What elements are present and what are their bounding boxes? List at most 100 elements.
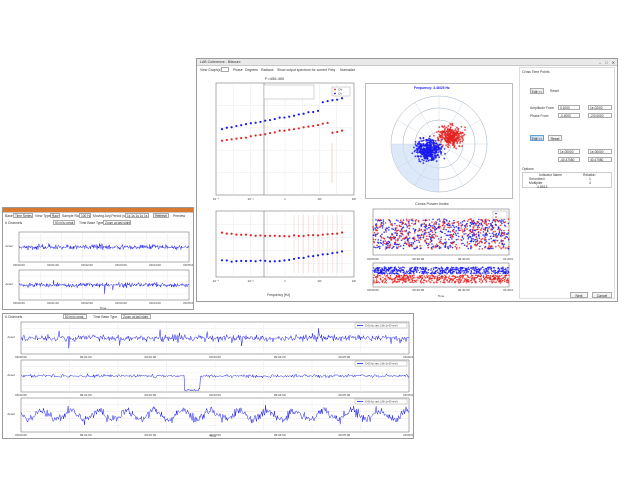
cross-band-ch1: [402, 269, 405, 272]
cross-band-ch1: [505, 269, 507, 272]
cross-point-ch2: [487, 222, 490, 225]
phase-point-ch2: [312, 234, 315, 237]
cross-band-ch2: [415, 279, 418, 281]
cross-band-ch2: [499, 277, 501, 280]
cross-band-ch2: [502, 277, 505, 279]
sample-rate-select[interactable]: 100 Hz: [79, 213, 91, 218]
polar-point-ch2: [447, 127, 449, 130]
amp-from-field[interactable]: 0.1000: [558, 105, 580, 110]
cross-band-ch1: [383, 272, 386, 275]
reset-button-1[interactable]: Reset: [550, 89, 559, 93]
reset-button-2[interactable]: Reset: [548, 135, 562, 141]
amp-to-field-2[interactable]: 1e-00000: [588, 149, 612, 154]
cross-point-ch1: [432, 218, 434, 221]
cross-band-ch2: [412, 279, 414, 282]
cross-point-ch1: [423, 225, 426, 228]
degrees-radio[interactable]: Degrees: [245, 68, 258, 72]
cross-band-ch2: [491, 279, 494, 281]
phase-from-field[interactable]: -0.4000: [558, 113, 580, 118]
cancel-button[interactable]: Cancel: [592, 292, 612, 298]
cross-band-ch1: [457, 272, 459, 275]
cross-band-ch1: [472, 266, 475, 269]
cross-point-ch2: [400, 229, 403, 232]
cross-band-ch2: [405, 274, 408, 276]
cross-band-ch1: [446, 266, 448, 269]
show-output-checkbox[interactable]: Show output spectrum for current Freq: [277, 68, 336, 72]
polar-point-ch2: [456, 135, 458, 137]
cross-point-ch1: [470, 247, 472, 250]
cross-band-ch1: [376, 267, 379, 270]
cross-point-ch2: [390, 223, 392, 225]
cross-power-plot[interactable]: 00:00:00 00:20:00 00:40:00 01:00:00 00:00:00…: [363, 207, 513, 299]
cross-point-ch1: [449, 244, 451, 247]
cross-band-ch2: [451, 281, 453, 283]
cross-point-ch1: [457, 232, 459, 235]
cross-point-ch2: [397, 237, 399, 240]
table-row-1-name: Smoothed: [529, 177, 545, 181]
polar-point-ch2: [447, 143, 449, 146]
cross-band-ch1: [455, 272, 458, 275]
cross-band-ch1: [383, 269, 386, 272]
channels-field[interactable]: 50 m/s² peak: [53, 220, 75, 225]
bottom-channels-field[interactable]: 50 m/s² peak: [63, 314, 87, 319]
cross-point-ch2: [455, 243, 457, 246]
phase-to-field[interactable]: -2/0.0000: [588, 113, 612, 118]
cross-point-ch2: [408, 222, 410, 225]
amp-to-field[interactable]: 1e-02/00: [588, 105, 612, 110]
edit-button-1[interactable]: Edit <<: [530, 88, 544, 94]
maximize-icon[interactable]: □: [605, 59, 608, 65]
cross-point-ch2: [372, 225, 374, 228]
amp-point-ch2: [264, 133, 267, 136]
minimize-icon[interactable]: –: [598, 59, 602, 65]
cross-point-ch2: [403, 237, 405, 240]
cross-band-ch2: [458, 278, 460, 281]
phase-from-field-2[interactable]: -40.47080: [558, 157, 580, 162]
cross-point-ch2: [460, 242, 463, 245]
base-select[interactable]: Time Series: [13, 213, 33, 218]
cross-band-ch1: [398, 270, 401, 272]
cross-point-ch2: [460, 227, 462, 229]
view-graphs-select[interactable]: [221, 67, 229, 72]
x-tick-label: 10⁻⁴: [213, 279, 220, 283]
refresh-button[interactable]: Refresh: [153, 213, 169, 218]
next-button[interactable]: Next: [570, 292, 588, 298]
options-table[interactable]: Indicator Name Relation Smoothed 1 Multi…: [522, 172, 612, 189]
preview-checkbox[interactable]: Preview: [173, 214, 186, 218]
cross-band-ch2: [504, 276, 506, 278]
cross-band-ch2: [378, 282, 381, 284]
legend-ch2: Ch: [338, 92, 342, 96]
polar-point-ch1: [411, 152, 414, 155]
cross-point-ch2: [476, 238, 478, 240]
cross-point-ch2: [433, 246, 435, 248]
view-type-select[interactable]: Raw: [50, 213, 60, 218]
normalize-checkbox[interactable]: Normalize: [340, 68, 356, 72]
amp-point-ch1: [312, 110, 315, 114]
bottom-zoom-select[interactable]: Zoom at last sight: [121, 314, 151, 319]
table-row-2-value: 4: [589, 181, 591, 185]
close-icon[interactable]: ✕: [611, 59, 615, 65]
phase-plot[interactable]: 10⁻⁴ 10⁻² 1 10¹ 10²: [202, 209, 360, 287]
cross-point-ch1: [458, 229, 460, 232]
cross-point-ch2: [442, 224, 445, 226]
cross-band-ch2: [438, 278, 441, 280]
edit-button-2[interactable]: Edit >>: [530, 135, 544, 141]
amp-from-field-2[interactable]: 1e-00000: [558, 149, 580, 154]
x-tick-label: 09:04:00: [149, 301, 161, 305]
cross-band-ch1: [490, 267, 493, 270]
amp-point-ch2: [326, 121, 329, 124]
phase-point-ch2: [249, 234, 252, 237]
time-base-select[interactable]: Zoom at last sight: [103, 220, 131, 225]
cross-band-ch2: [494, 281, 496, 284]
cross-point-ch2: [391, 236, 393, 239]
cross-band-ch2: [446, 279, 449, 282]
cross-point-ch2: [399, 219, 402, 222]
cross-band-ch1: [430, 268, 433, 270]
radians-radio[interactable]: Radians: [261, 68, 274, 72]
cross-band-ch2: [376, 279, 378, 282]
moving-avg-field[interactable]: 1s 1s 1s 1s 1s: [125, 213, 149, 218]
polar-point-ch1: [422, 155, 425, 158]
cross-point-ch2: [488, 244, 491, 247]
phase-to-field-2[interactable]: 40.47080: [588, 157, 612, 162]
polar-plot[interactable]: [366, 92, 512, 198]
